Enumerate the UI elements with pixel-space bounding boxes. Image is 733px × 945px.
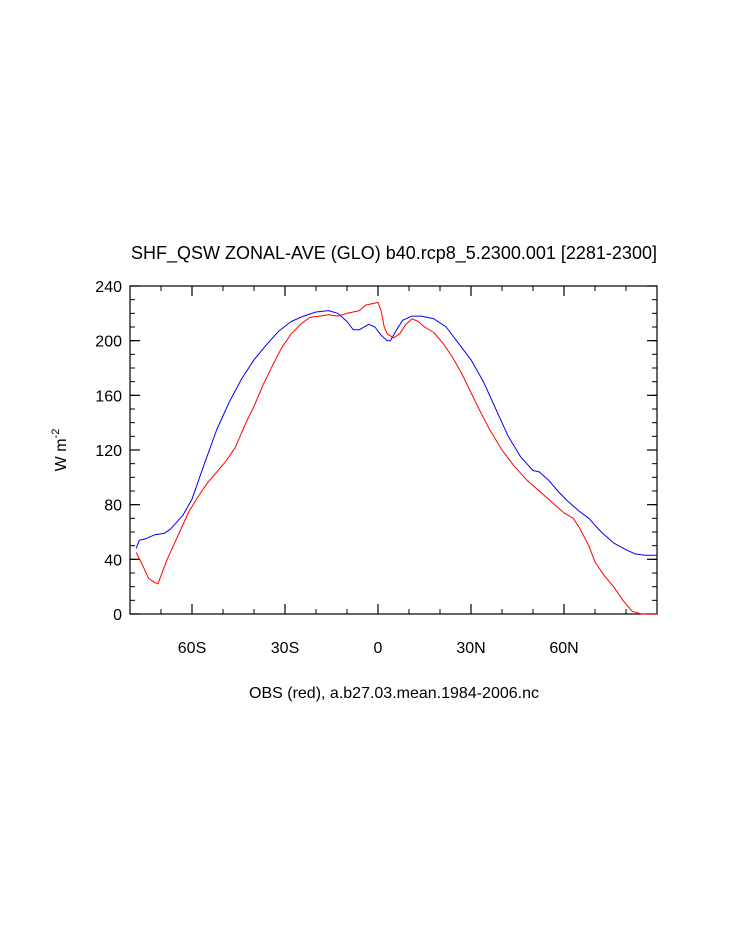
x-axis-label: OBS (red), a.b27.03.mean.1984-2006.nc <box>249 685 539 702</box>
y-axis-label-superscript: -2 <box>50 429 62 439</box>
y-tick-label: 200 <box>95 334 122 351</box>
y-tick-label: 120 <box>95 443 122 460</box>
y-axis-label-text: W m <box>53 438 70 471</box>
x-axis: 60S 30S 0 30N 60N <box>178 286 579 657</box>
series-line-1 <box>135 310 657 556</box>
series-lines <box>135 301 657 615</box>
y-tick-label: 40 <box>104 552 122 569</box>
x-tick-label: 30N <box>456 640 485 657</box>
series-line-2 <box>135 301 657 615</box>
y-tick-label: 80 <box>104 498 122 515</box>
y-tick-label: 160 <box>95 388 122 405</box>
x-tick-label: 60S <box>178 640 206 657</box>
x-tick-label: 60N <box>549 640 578 657</box>
y-tick-label: 240 <box>95 279 122 296</box>
x-tick-label: 30S <box>271 640 299 657</box>
y-axis: 0 40 80 120 160 200 240 <box>95 279 657 624</box>
chart-title: SHF_QSW ZONAL-AVE (GLO) b40.rcp8_5.2300.… <box>131 243 657 264</box>
y-axis-label: W m-2 <box>50 429 70 472</box>
y-tick-label: 0 <box>113 607 122 624</box>
x-tick-label: 0 <box>374 640 383 657</box>
